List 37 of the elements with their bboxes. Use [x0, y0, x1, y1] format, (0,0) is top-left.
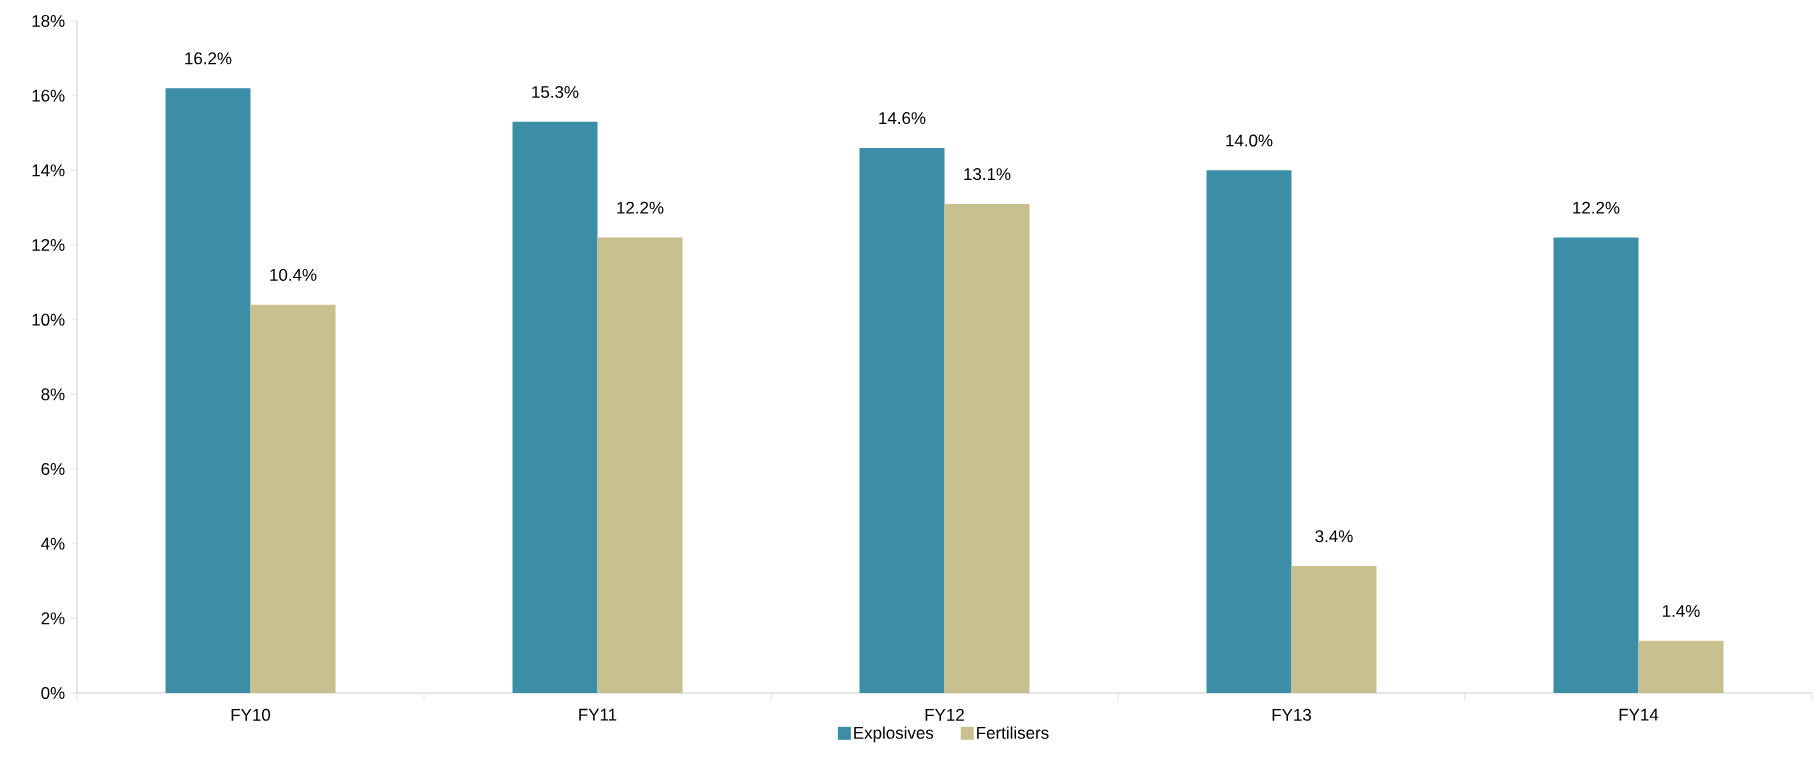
y-tick-label: 4%	[41, 537, 65, 550]
x-tick-label: FY11	[579, 708, 617, 721]
bar	[859, 147, 945, 693]
y-tick-label: 12%	[32, 239, 65, 251]
data-label: 3.4%	[1315, 530, 1353, 543]
y-tick-label: 2%	[41, 612, 65, 625]
legend-label: Fertilisers	[977, 726, 1049, 739]
y-tick-label: 6%	[41, 463, 65, 475]
y-tick-label: 0%	[41, 687, 65, 699]
data-label: 12.2%	[1573, 201, 1620, 214]
x-tick-label: FY13	[1272, 708, 1311, 721]
bar	[512, 121, 598, 693]
y-tick-label: 18%	[32, 14, 65, 27]
data-label: 15.3%	[532, 85, 579, 98]
bar	[1553, 237, 1639, 693]
y-tick-label: 8%	[41, 388, 65, 401]
y-tick-label: 16%	[32, 89, 65, 102]
bar	[1638, 640, 1724, 693]
legend-label: Explosives	[854, 726, 934, 743]
y-tick-label: 14%	[32, 164, 65, 177]
bar	[1206, 170, 1292, 693]
bar	[597, 237, 683, 693]
bar	[250, 304, 336, 693]
data-label: 12.2%	[617, 201, 664, 214]
bar	[1291, 566, 1377, 693]
data-label: 14.0%	[1226, 134, 1273, 147]
bar	[165, 88, 251, 693]
data-label: 16.2%	[185, 52, 232, 65]
x-tick-label: FY14	[1619, 708, 1659, 721]
data-label: 1.4%	[1663, 605, 1700, 617]
data-label: 13.1%	[964, 168, 1011, 181]
x-tick-label: FY12	[925, 708, 964, 721]
y-tick-label: 10%	[32, 313, 65, 326]
data-label: 10.4%	[270, 268, 317, 281]
x-tick-label: FY10	[231, 708, 271, 721]
data-label: 14.6%	[879, 112, 926, 125]
bar	[944, 203, 1030, 693]
